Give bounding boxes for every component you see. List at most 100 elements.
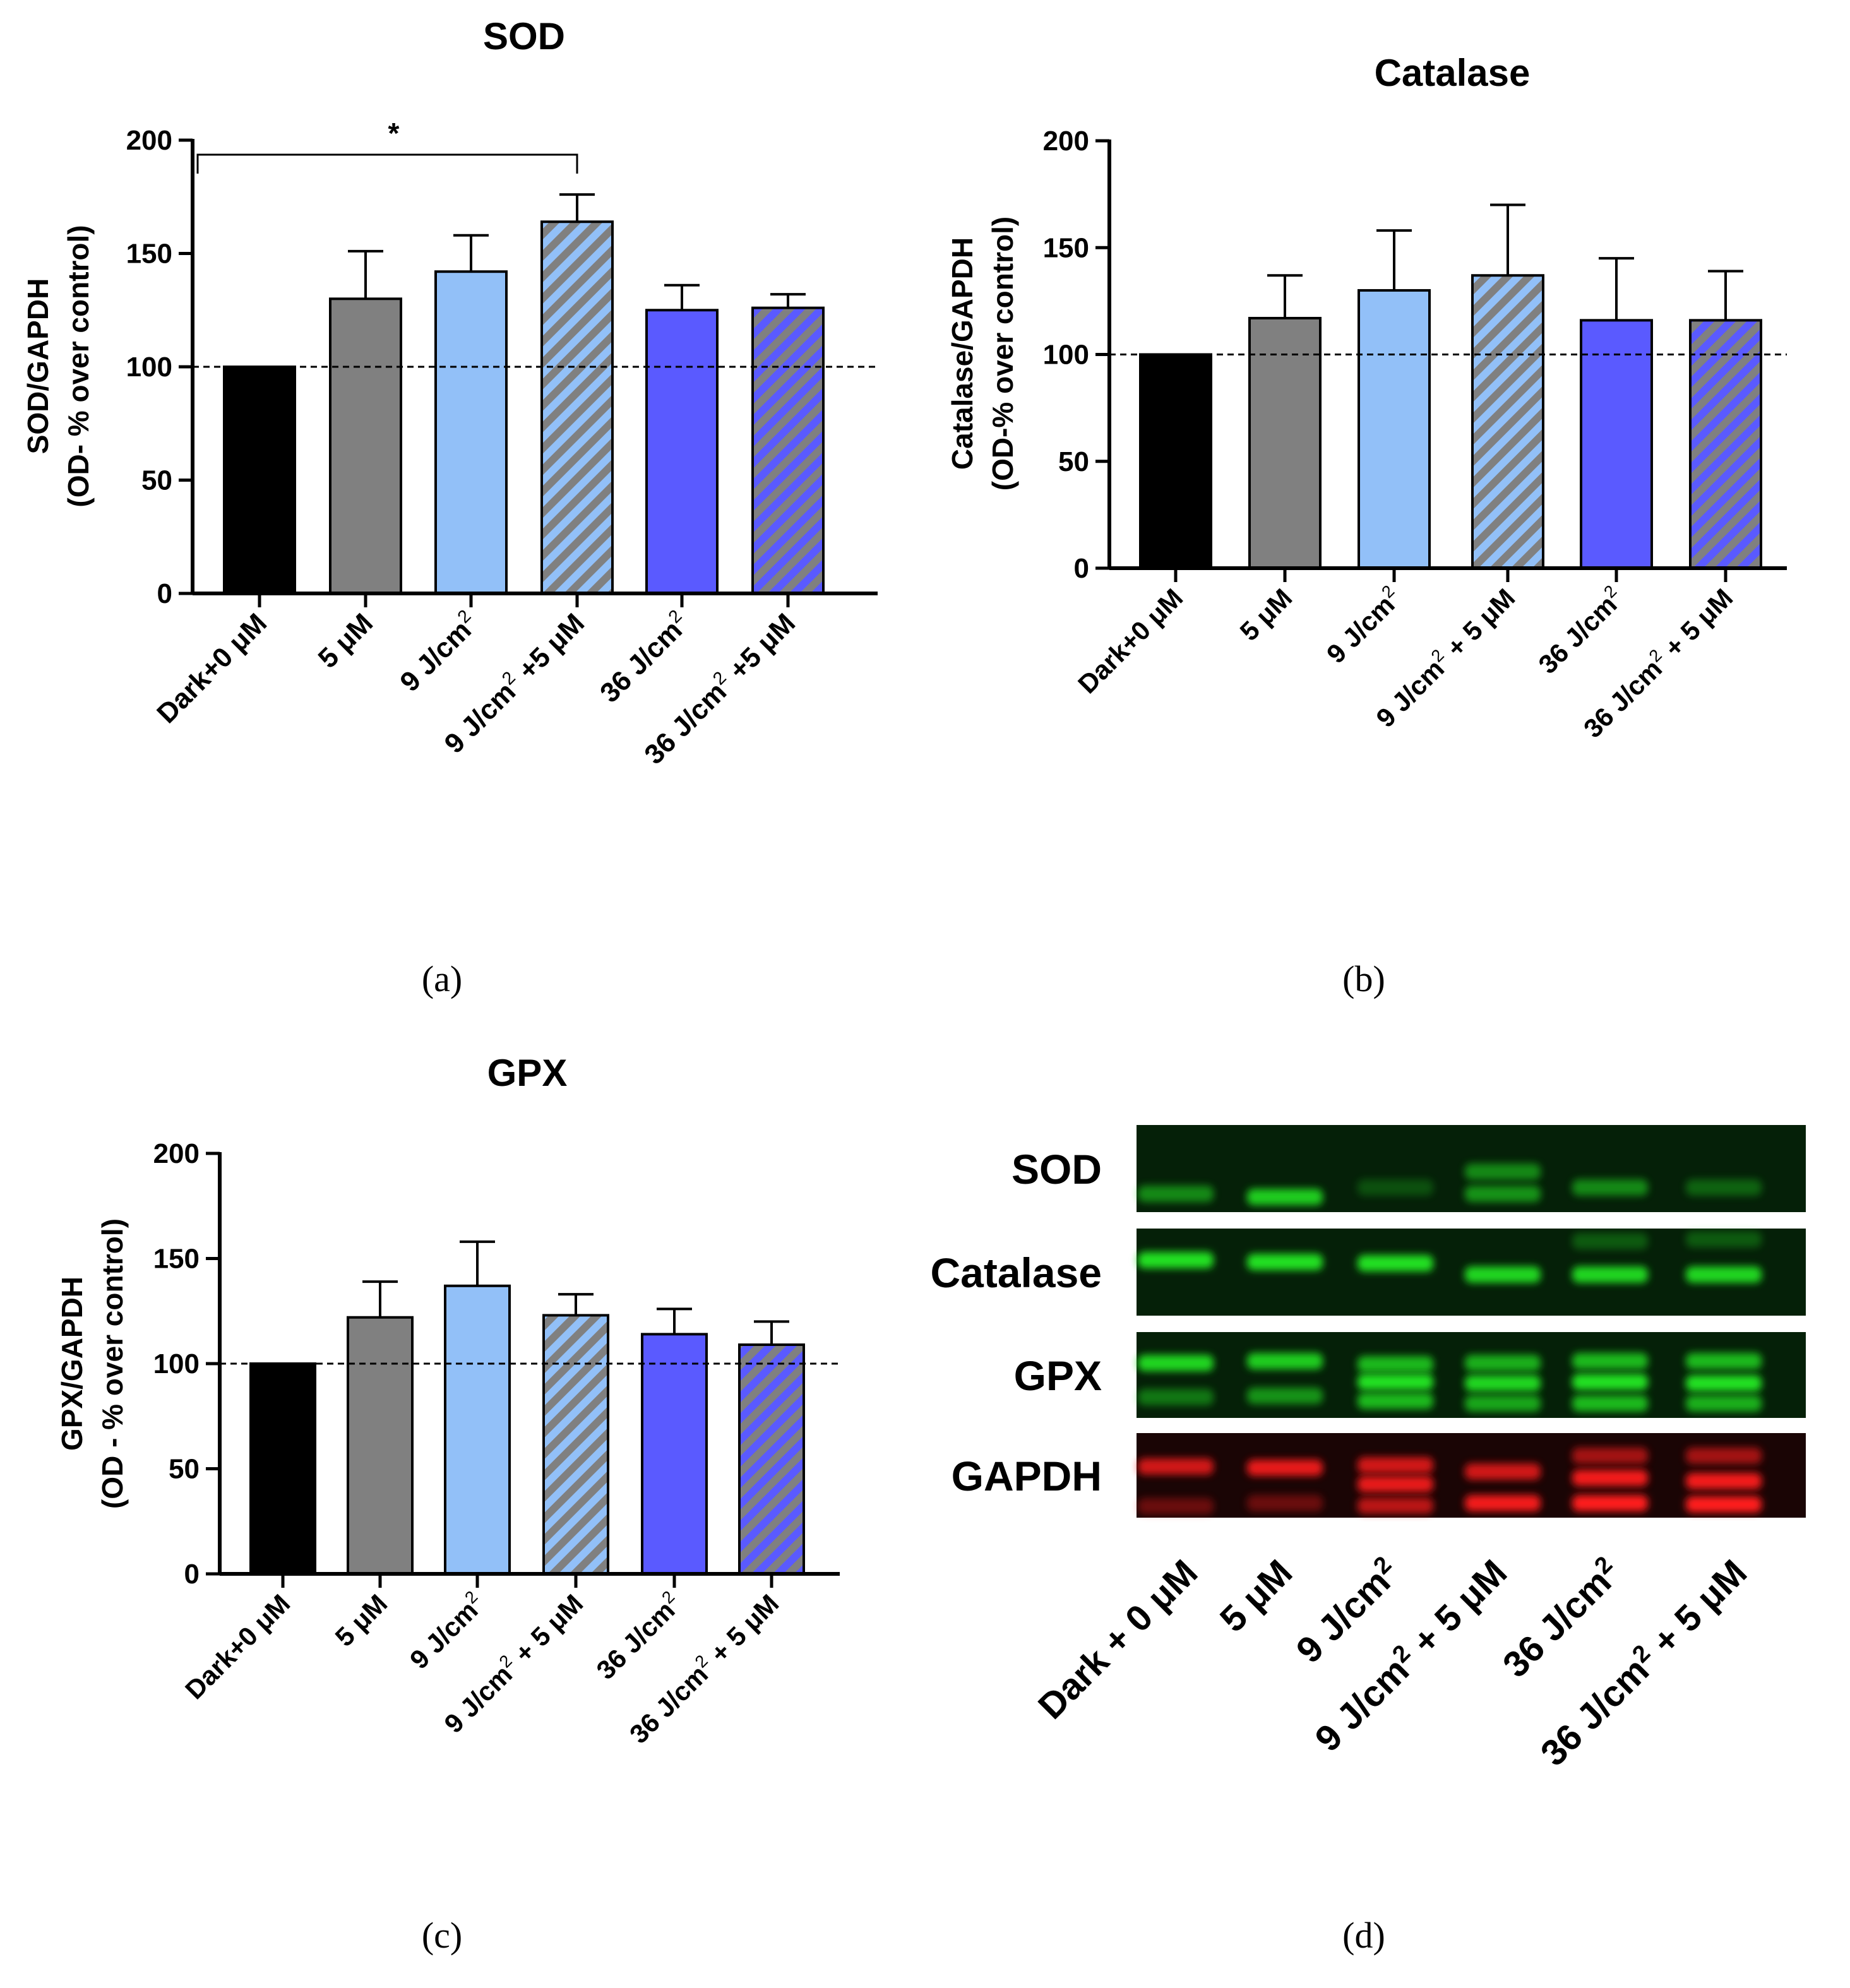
x-tick-label: 36 J/cm2 — [589, 1586, 688, 1685]
blot-band — [1465, 1463, 1541, 1480]
x-tick-label: 5 μM — [329, 1588, 393, 1652]
x-tick-label-base: 9 J/cm — [439, 676, 522, 759]
y-axis-label: GPX/GAPDH (OD - % over control) — [56, 1218, 129, 1509]
bar — [751, 306, 825, 595]
y-tick-label: 50 — [169, 1454, 200, 1485]
catalase-chart: Catalase Catalase/GAPDH (OD-% over contr… — [946, 52, 1787, 744]
bar — [1689, 319, 1762, 569]
bar — [1139, 353, 1212, 569]
bar — [249, 1362, 316, 1575]
x-tick-label-base: 36 J/cm — [1532, 590, 1622, 679]
gpx-chart: GPX GPX/GAPDH (OD - % over control) 0 50 1… — [56, 1052, 840, 1749]
blot-lane-label-base: 36 J/cm — [1533, 1650, 1657, 1773]
blot-row-label: GAPDH — [952, 1453, 1102, 1499]
blot-row-sod: SOD — [1012, 1125, 1806, 1212]
x-tick-label-base: 36 J/cm — [624, 1659, 713, 1749]
y-tick-label: 0 — [184, 1559, 200, 1590]
x-tick-label-base: 9 J/cm — [404, 1595, 484, 1675]
blot-band — [1686, 1496, 1762, 1513]
blot-band — [1138, 1389, 1214, 1405]
caption-c: (c) — [422, 1915, 462, 1956]
y-axis-label: SOD/GAPDH (OD- % over control) — [21, 225, 95, 507]
blot-band — [1465, 1186, 1541, 1202]
blot-band — [1686, 1473, 1762, 1489]
x-tick-label-base: 36 J/cm — [638, 676, 732, 770]
y-tick-label: 200 — [153, 1138, 200, 1169]
blot-band — [1358, 1457, 1433, 1473]
x-tick-label-base: 36 J/cm — [590, 1595, 680, 1685]
sod-chart: SOD SOD/GAPDH (OD- % over control) 0 50 10… — [21, 15, 878, 770]
caption-b: (b) — [1342, 958, 1385, 999]
blot-band — [1247, 1189, 1323, 1205]
blot-band — [1138, 1252, 1214, 1268]
blot-band — [1247, 1353, 1323, 1369]
blot-band — [1138, 1458, 1214, 1475]
blot-band — [1465, 1375, 1541, 1391]
x-tick-label-base: 36 J/cm — [594, 615, 688, 709]
blot-band — [1465, 1164, 1541, 1180]
y-tick-label: 50 — [1058, 446, 1089, 477]
blot-lane-label-tail: + 5 μM — [1637, 1552, 1755, 1669]
bar — [542, 1314, 609, 1575]
blot-band — [1686, 1375, 1762, 1391]
x-tick-label-base: Dark+0 μM — [1072, 583, 1188, 699]
bar — [444, 1284, 511, 1576]
x-tick-label: Dark+0 μM — [1072, 583, 1188, 699]
caption-a: (a) — [422, 958, 462, 999]
y-tick-label: 150 — [153, 1244, 200, 1275]
blot-band — [1572, 1374, 1648, 1390]
y-tick-label: 0 — [1074, 553, 1089, 584]
bar — [645, 309, 719, 595]
blot-row-gapdh: GAPDH — [952, 1433, 1806, 1518]
x-tick-label-tail: + 5 μM — [504, 1588, 589, 1674]
x-tick-label-base: 9 J/cm — [438, 1659, 518, 1739]
blot-band — [1138, 1498, 1214, 1515]
blot-band — [1572, 1448, 1648, 1464]
y-tick-label: 150 — [1043, 232, 1089, 263]
blot-band — [1572, 1233, 1648, 1249]
chart-title: Catalase — [1375, 52, 1531, 94]
x-tick-label-base: Dark+0 μM — [179, 1588, 295, 1705]
bar — [641, 1333, 708, 1575]
blot-band — [1465, 1266, 1541, 1283]
blot-band — [1572, 1353, 1648, 1369]
x-tick-label: 5 μM — [1234, 583, 1298, 646]
bar — [540, 220, 614, 595]
blot-band — [1247, 1460, 1323, 1476]
blot-row-gpx: GPX — [1014, 1332, 1806, 1418]
blot-band — [1358, 1393, 1433, 1409]
significance-star: * — [388, 117, 400, 150]
x-tick-label-base: 5 μM — [1234, 583, 1298, 646]
x-tick-label-base: 5 μM — [313, 607, 379, 674]
blot-band — [1465, 1355, 1541, 1371]
blot-lane-label-base: 9 J/cm — [1289, 1561, 1399, 1671]
x-tick-label-base: 5 μM — [329, 1588, 393, 1652]
blot-lane-label-base: Dark + 0 μM — [1030, 1552, 1205, 1727]
blot-lane-label: Dark + 0 μM — [1030, 1552, 1205, 1727]
x-tick-label-base: 9 J/cm — [1321, 590, 1400, 669]
blot-band — [1572, 1495, 1648, 1511]
blot-lane-label-tail: + 5 μM — [1397, 1552, 1515, 1669]
blot-band — [1465, 1395, 1541, 1412]
x-tick-label-tail: + 5 μM — [1436, 583, 1521, 668]
blot-band — [1572, 1470, 1648, 1486]
blot-band — [1465, 1495, 1541, 1511]
caption-d: (d) — [1342, 1915, 1385, 1956]
y-axis-label-line1: SOD/GAPDH — [21, 278, 54, 455]
bar — [347, 1316, 414, 1575]
blot-lane-label-base: 5 μM — [1212, 1552, 1300, 1640]
y-axis-label: Catalase/GAPDH (OD-% over control) — [946, 217, 1019, 491]
y-tick-label: 150 — [126, 239, 172, 270]
blot-lane-label: 36 J/cm2 — [1495, 1552, 1628, 1686]
blot-band — [1247, 1254, 1323, 1270]
bar — [1358, 289, 1431, 569]
bar — [1580, 319, 1653, 569]
bar — [1248, 316, 1322, 569]
blot-band — [1358, 1255, 1433, 1271]
x-tick-label: 36 J/cm2 — [1531, 581, 1630, 679]
blot-band — [1138, 1355, 1214, 1371]
x-tick-label: 5 μM — [313, 607, 379, 674]
bar — [223, 366, 296, 595]
blot-band — [1247, 1495, 1323, 1511]
